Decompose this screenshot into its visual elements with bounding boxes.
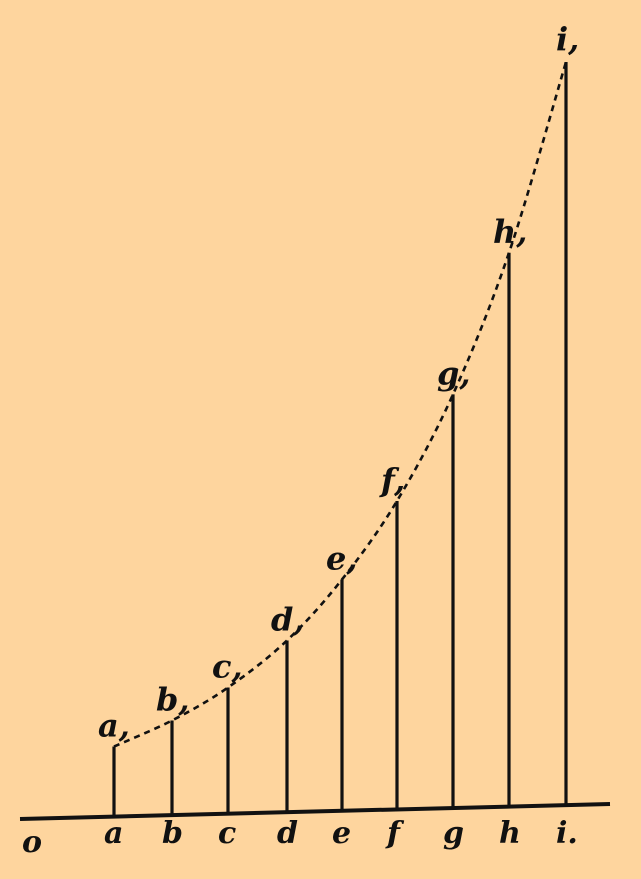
base-label-e: e [332,816,351,851]
baseline [19,802,611,821]
base-label-c: c [218,816,236,851]
origin-label: o [22,825,42,860]
base-label-i: i. [556,816,578,851]
base-label-b: b [162,816,183,851]
ordinates-group [112,62,568,817]
top-label-e: e, [326,539,358,577]
base-label-a: a [104,816,123,851]
top-label-a: a, [98,707,130,745]
dashed-curve [113,61,568,748]
top-label-h: h, [493,213,527,251]
labels-group: a a, b b, c c, d d, e e, f f, g g, h h, i. i, [98,20,579,851]
top-label-d: d, [271,600,305,638]
top-label-g: g, [437,354,471,392]
base-label-g: g [443,816,464,851]
top-label-i: i, [556,20,579,58]
top-label-b: b, [156,680,190,718]
top-label-f: f, [379,461,405,499]
top-label-c: c, [212,648,243,686]
base-label-h: h [499,816,521,851]
base-label-f: f [385,816,405,851]
base-label-d: d [277,816,298,851]
